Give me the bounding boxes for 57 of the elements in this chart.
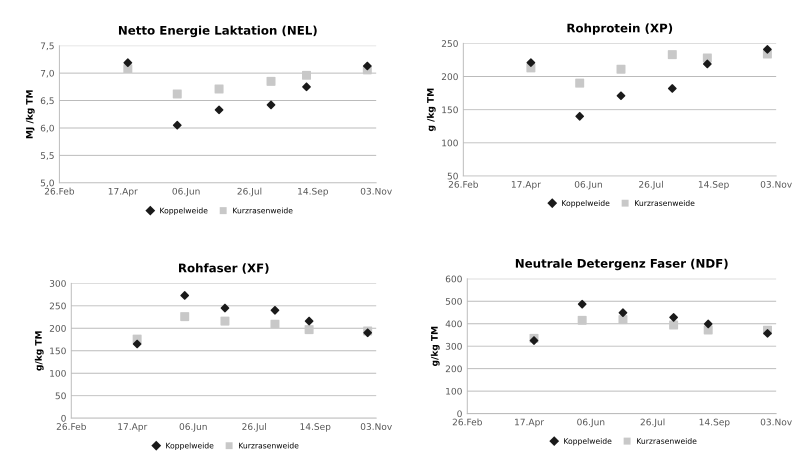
x-tick-label: 03.Nov bbox=[760, 418, 792, 426]
x-tick-label: 03.Nov bbox=[760, 180, 792, 188]
y-tick-label: 300 bbox=[50, 280, 66, 287]
chart-title: Netto Energie Laktation (NEL) bbox=[118, 26, 317, 38]
y-tick-label: 6,5 bbox=[40, 97, 54, 106]
y-tick-label: 0 bbox=[457, 410, 462, 418]
x-tick-label: 26.Feb bbox=[56, 423, 86, 430]
x-tick-label: 03.Nov bbox=[360, 423, 392, 430]
x-tick-label: 26.Jul bbox=[242, 423, 266, 432]
y-tick-label: 5,0 bbox=[40, 180, 54, 188]
x-tick-label: 26.Feb bbox=[448, 180, 478, 188]
y-tick-label: 100 bbox=[50, 370, 66, 377]
y-tick-label: 200 bbox=[442, 73, 458, 80]
x-tick-label: 17.Apr bbox=[108, 188, 138, 196]
y-tick-label: 600 bbox=[446, 276, 462, 282]
y-tick-label: 400 bbox=[446, 320, 462, 328]
x-tick-label: 14.Sep bbox=[300, 423, 330, 432]
y-tick-label: 7,0 bbox=[40, 70, 54, 78]
x-tick-label: 26.Jul bbox=[639, 180, 663, 190]
y-tick-label: 100 bbox=[446, 388, 462, 395]
x-tick-label: 17.Apr bbox=[118, 423, 148, 432]
y-tick-label: 150 bbox=[50, 347, 66, 354]
y-tick-label: 0 bbox=[61, 414, 66, 422]
x-tick-label: 26.Jul bbox=[238, 188, 262, 196]
x-tick-label: 14.Sep bbox=[700, 418, 730, 428]
y-tick-label: 7,5 bbox=[40, 42, 54, 50]
y-tick-label: 300 bbox=[446, 342, 462, 350]
y-tick-label: 50 bbox=[56, 392, 66, 400]
chart-title: Neutrale Detergenz Faser (NDF) bbox=[516, 258, 728, 270]
y-tick-label: 200 bbox=[446, 365, 462, 372]
x-tick-label: 14.Sep bbox=[698, 180, 729, 190]
y-tick-label: 100 bbox=[442, 140, 458, 146]
x-tick-label: 17.Apr bbox=[515, 418, 544, 428]
x-tick-label: 26.Feb bbox=[452, 418, 482, 426]
x-tick-label: 06.Jun bbox=[180, 423, 207, 432]
y-axis-title: g /kg TM bbox=[426, 88, 436, 132]
y-tick-label: 500 bbox=[446, 298, 462, 305]
x-tick-label: 06.Jun bbox=[577, 418, 604, 428]
y-axis-title: MJ /kg TM bbox=[26, 90, 35, 138]
y-tick-label: 250 bbox=[442, 40, 458, 47]
y-tick-label: 6,0 bbox=[40, 124, 54, 132]
y-tick-label: 5,5 bbox=[40, 152, 54, 160]
chart-title: Rohfaser (XF) bbox=[179, 263, 269, 274]
chart-title: Rohprotein (XP) bbox=[567, 23, 672, 35]
y-axis-title: g/kg TM bbox=[34, 331, 44, 371]
y-tick-label: 150 bbox=[442, 106, 458, 114]
y-tick-label: 250 bbox=[50, 302, 66, 310]
x-tick-label: 06.Jun bbox=[574, 180, 602, 190]
x-tick-label: 14.Sep bbox=[298, 188, 328, 196]
y-tick-label: 200 bbox=[50, 325, 66, 332]
x-tick-label: 26.Feb bbox=[44, 188, 74, 195]
x-tick-label: 17.Apr bbox=[512, 181, 541, 190]
y-axis-title: g/kg TM bbox=[430, 326, 440, 366]
y-tick-label: 50 bbox=[448, 172, 458, 180]
x-tick-label: 06.Jun bbox=[172, 188, 200, 196]
x-tick-label: 03.Nov bbox=[360, 188, 392, 195]
x-tick-label: 26.Jul bbox=[640, 418, 664, 428]
